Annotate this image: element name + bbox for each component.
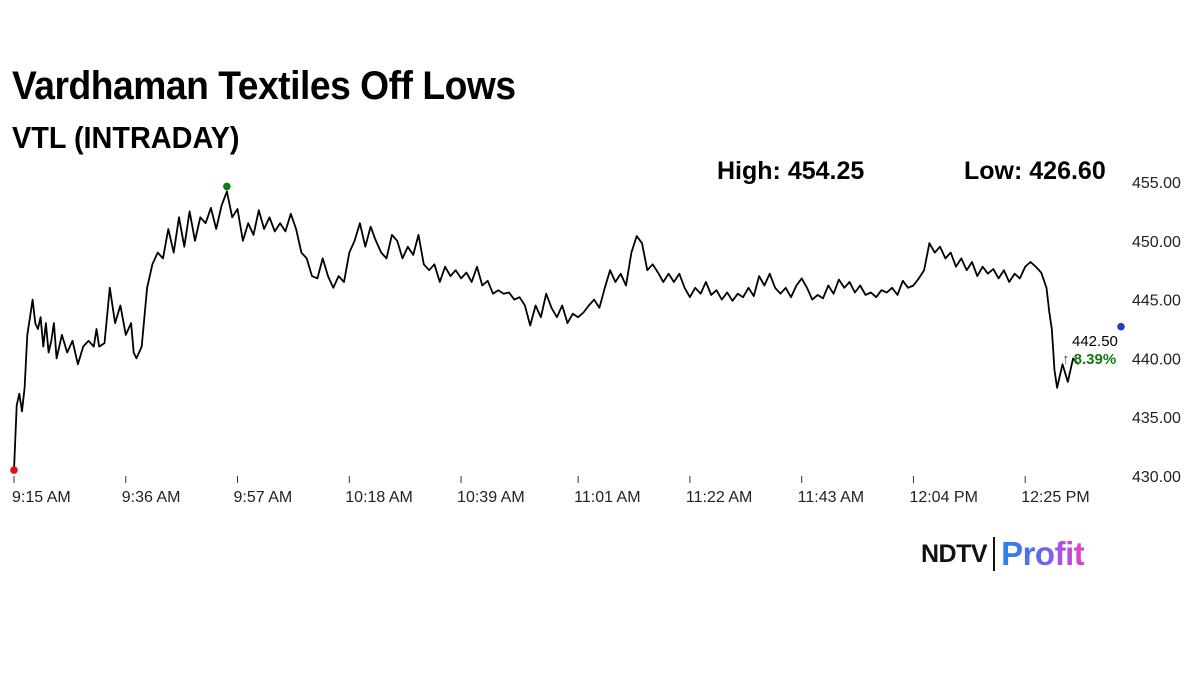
price-line xyxy=(13,190,1080,471)
price-change-value: ↑ 8.39% xyxy=(1062,351,1116,368)
day-high-marker xyxy=(223,182,231,191)
x-tick-label: 9:15 AM xyxy=(12,489,71,506)
x-tick-label: 10:39 AM xyxy=(457,489,525,506)
day-low-marker xyxy=(10,466,18,474)
y-tick-label: 440.00 xyxy=(1132,351,1181,368)
x-tick-label: 10:18 AM xyxy=(345,489,413,506)
x-tick-label: 9:36 AM xyxy=(122,489,181,506)
y-tick-label: 445.00 xyxy=(1132,293,1181,310)
y-tick-label: 430.00 xyxy=(1132,469,1181,486)
last-price-marker xyxy=(1117,322,1125,331)
ndtv-logo-text: NDTV xyxy=(921,539,988,568)
low-value-label: Low: 426.60 xyxy=(964,157,1106,185)
x-tick-label: 11:43 AM xyxy=(798,489,864,506)
chart-subtitle: VTL (INTRADAY) xyxy=(12,120,240,155)
ndtv-profit-logo: NDTV Profit xyxy=(921,534,1085,574)
high-value-label: High: 454.25 xyxy=(717,157,865,185)
x-tick-label: 12:25 PM xyxy=(1021,489,1089,506)
chart-title: Vardhaman Textiles Off Lows xyxy=(12,64,516,108)
y-tick-label: 450.00 xyxy=(1132,234,1181,251)
last-price-value: 442.50 xyxy=(1072,333,1118,350)
y-tick-label: 455.00 xyxy=(1132,175,1181,192)
profit-logo-text: Profit xyxy=(1001,535,1085,572)
x-tick-label: 12:04 PM xyxy=(909,489,977,506)
logo-divider xyxy=(993,537,996,571)
x-tick-label: 11:22 AM xyxy=(686,489,752,506)
x-tick-label: 9:57 AM xyxy=(234,489,293,506)
y-tick-label: 435.00 xyxy=(1132,410,1181,427)
x-tick-label: 11:01 AM xyxy=(574,489,640,506)
